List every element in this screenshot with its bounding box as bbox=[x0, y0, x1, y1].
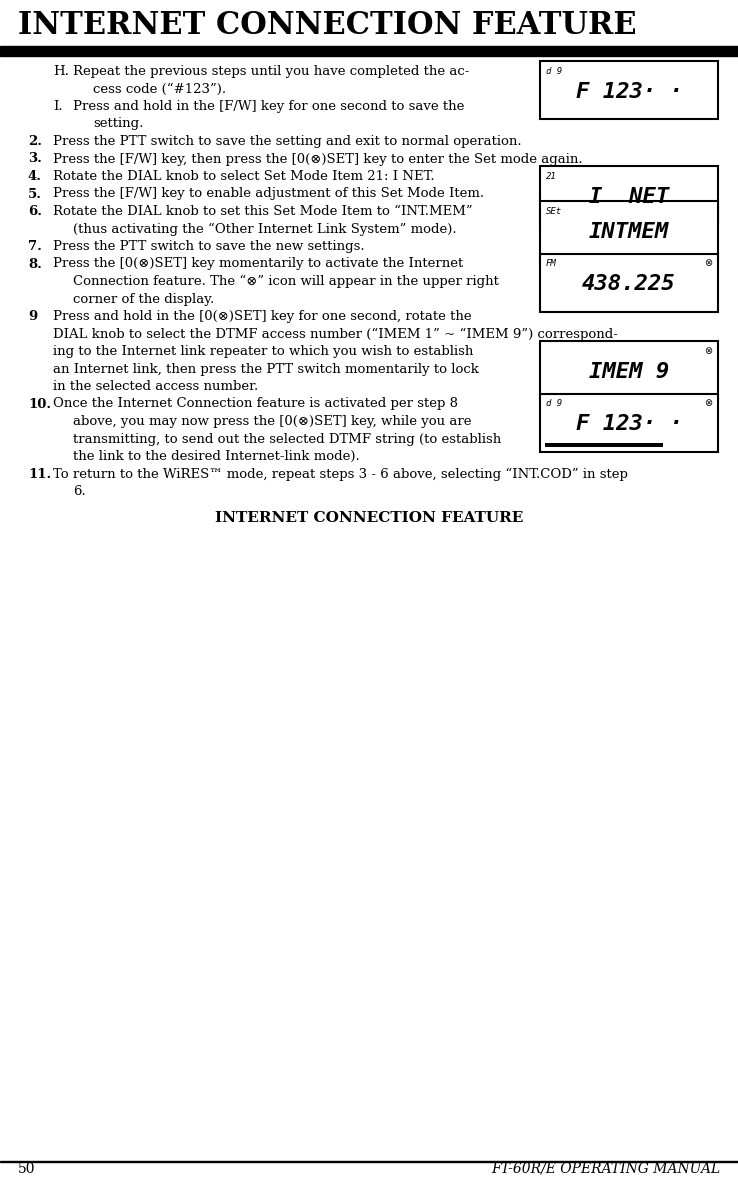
Text: 4.: 4. bbox=[28, 170, 42, 184]
Text: cess code (“#123”).: cess code (“#123”). bbox=[93, 83, 226, 96]
Text: INTERNET CONNECTION FEATURE: INTERNET CONNECTION FEATURE bbox=[215, 511, 523, 526]
Text: Once the Internet Connection feature is activated per step 8: Once the Internet Connection feature is … bbox=[53, 398, 458, 411]
Text: an Internet link, then press the PTT switch momentarily to lock: an Internet link, then press the PTT swi… bbox=[53, 362, 479, 375]
Bar bbox=[540, 341, 718, 399]
Text: SEt: SEt bbox=[546, 207, 562, 215]
Text: corner of the display.: corner of the display. bbox=[73, 292, 214, 305]
Text: Rotate the DIAL knob to set this Set Mode Item to “INT.MEM”: Rotate the DIAL knob to set this Set Mod… bbox=[53, 205, 472, 218]
Text: 8.: 8. bbox=[28, 257, 42, 270]
Text: above, you may now press the [0(⊗)SET] key, while you are: above, you may now press the [0(⊗)SET] k… bbox=[73, 416, 472, 427]
Text: 6.: 6. bbox=[28, 205, 42, 218]
Text: 7.: 7. bbox=[28, 240, 42, 253]
Text: I  NET: I NET bbox=[589, 187, 669, 207]
Text: INTERNET CONNECTION FEATURE: INTERNET CONNECTION FEATURE bbox=[18, 9, 637, 41]
Text: d 9: d 9 bbox=[546, 67, 562, 76]
Bar bbox=[540, 166, 718, 224]
Text: DIAL knob to select the DTMF access number (“IMEM 1” ~ “IMEM 9”) correspond-: DIAL knob to select the DTMF access numb… bbox=[53, 328, 618, 341]
Text: I.: I. bbox=[53, 99, 63, 112]
Bar bbox=[540, 253, 718, 311]
Text: Press the PTT switch to save the setting and exit to normal operation.: Press the PTT switch to save the setting… bbox=[53, 135, 522, 148]
Text: Press the PTT switch to save the new settings.: Press the PTT switch to save the new set… bbox=[53, 240, 365, 253]
Text: Press and hold in the [F/W] key for one second to save the: Press and hold in the [F/W] key for one … bbox=[73, 99, 464, 112]
Text: (thus activating the “Other Internet Link System” mode).: (thus activating the “Other Internet Lin… bbox=[73, 223, 457, 236]
Text: 50: 50 bbox=[18, 1162, 35, 1176]
Text: FM: FM bbox=[546, 259, 556, 269]
Text: INTMEM: INTMEM bbox=[589, 223, 669, 242]
Text: ⊗: ⊗ bbox=[704, 399, 712, 408]
Bar bbox=[0, 46, 738, 56]
Text: Press and hold in the [0(⊗)SET] key for one second, rotate the: Press and hold in the [0(⊗)SET] key for … bbox=[53, 310, 472, 323]
Text: 2.: 2. bbox=[28, 135, 42, 148]
Text: 9: 9 bbox=[28, 310, 37, 323]
Text: H.: H. bbox=[53, 65, 69, 78]
Text: Rotate the DIAL knob to select Set Mode Item 21: I NET.: Rotate the DIAL knob to select Set Mode … bbox=[53, 170, 435, 184]
Bar bbox=[540, 62, 718, 120]
Bar bbox=[0, 1160, 738, 1162]
Text: F 123· ·: F 123· · bbox=[576, 414, 683, 435]
Text: 3.: 3. bbox=[28, 153, 42, 166]
Text: Repeat the previous steps until you have completed the ac-: Repeat the previous steps until you have… bbox=[73, 65, 469, 78]
Text: 11.: 11. bbox=[28, 468, 51, 481]
Text: 10.: 10. bbox=[28, 398, 51, 411]
Text: transmitting, to send out the selected DTMF string (to establish: transmitting, to send out the selected D… bbox=[73, 432, 501, 445]
Bar bbox=[540, 201, 718, 259]
Text: Press the [0(⊗)SET] key momentarily to activate the Internet: Press the [0(⊗)SET] key momentarily to a… bbox=[53, 257, 463, 270]
Text: IMEM 9: IMEM 9 bbox=[589, 362, 669, 382]
Bar bbox=[540, 393, 718, 451]
Text: the link to the desired Internet-link mode).: the link to the desired Internet-link mo… bbox=[73, 450, 359, 463]
Text: To return to the WiRES™ mode, repeat steps 3 - 6 above, selecting “INT.COD” in s: To return to the WiRES™ mode, repeat ste… bbox=[53, 468, 628, 481]
Text: Press the [F/W] key to enable adjustment of this Set Mode Item.: Press the [F/W] key to enable adjustment… bbox=[53, 187, 484, 200]
Text: 5.: 5. bbox=[28, 187, 42, 200]
Text: 6.: 6. bbox=[73, 485, 86, 498]
Text: FT-60R/E OPERATING MANUAL: FT-60R/E OPERATING MANUAL bbox=[491, 1162, 720, 1176]
Text: ing to the Internet link repeater to which you wish to establish: ing to the Internet link repeater to whi… bbox=[53, 345, 473, 358]
Text: Press the [F/W] key, then press the [0(⊗)SET] key to enter the Set mode again.: Press the [F/W] key, then press the [0(⊗… bbox=[53, 153, 582, 166]
Text: ⊗: ⊗ bbox=[704, 346, 712, 356]
Text: 438.225: 438.225 bbox=[582, 275, 676, 295]
Text: d 9: d 9 bbox=[546, 399, 562, 408]
Text: F 123· ·: F 123· · bbox=[576, 82, 683, 102]
Text: 21: 21 bbox=[546, 172, 556, 181]
Text: ⊗: ⊗ bbox=[704, 258, 712, 269]
Bar bbox=[545, 443, 663, 446]
Text: setting.: setting. bbox=[93, 117, 143, 130]
Text: Connection feature. The “⊗” icon will appear in the upper right: Connection feature. The “⊗” icon will ap… bbox=[73, 275, 499, 288]
Text: in the selected access number.: in the selected access number. bbox=[53, 380, 258, 393]
